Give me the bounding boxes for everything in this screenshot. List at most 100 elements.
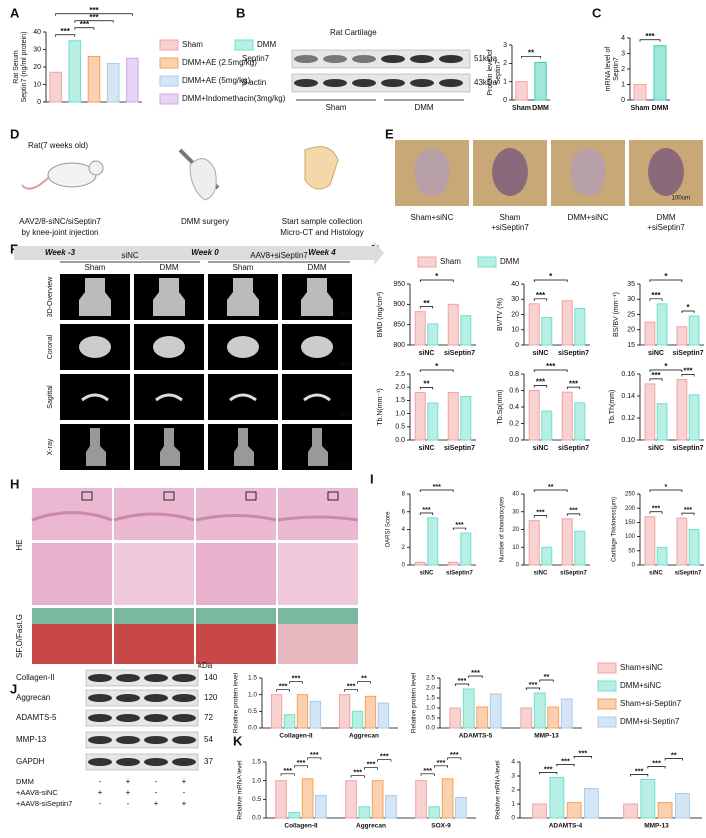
ct-bone (227, 336, 259, 358)
bar (476, 706, 489, 729)
group-label: Sham (326, 103, 347, 112)
y-axis-label: BS/BV (mm⁻¹) (613, 292, 620, 337)
legend-label: Sham+siNC (620, 663, 663, 672)
x-tick-label: Sham (630, 105, 649, 112)
y-tick-label: 0.5 (426, 715, 435, 722)
x-tick-label: siNC (419, 350, 435, 357)
ct-image (208, 374, 278, 420)
y-axis-label: Number of chondrocytes (500, 497, 506, 562)
y-tick-label: 2.0 (426, 685, 435, 692)
y-tick-label: 0.5 (252, 796, 261, 803)
x-tick-label: siSeptin7 (558, 350, 589, 357)
bar (528, 303, 540, 346)
x-tick-label: ADAMTS-4 (549, 823, 583, 830)
x-tick-label: siNC (420, 571, 434, 577)
bar (561, 391, 573, 441)
significance-bracket (533, 298, 548, 301)
y-tick-label: 0 (37, 99, 41, 106)
y-tick-label: 35 (627, 281, 635, 288)
significance-label: *** (536, 291, 546, 300)
bar (560, 698, 573, 729)
y-tick-label: 0.0 (248, 725, 257, 732)
significance-bracket (664, 758, 683, 761)
significance-bracket (447, 757, 462, 760)
bar (574, 530, 586, 566)
significance-label: *** (529, 680, 538, 689)
blot-band (172, 694, 196, 702)
bar (371, 780, 384, 819)
y-tick-label: 0.8 (509, 371, 519, 378)
significance-label: *** (652, 758, 661, 767)
significance-bracket (533, 369, 568, 372)
significance-bracket (454, 683, 470, 686)
significance-bracket (419, 387, 434, 390)
y-axis-label: Relative protein level (411, 672, 418, 733)
legend-label: DMM (257, 40, 276, 49)
bar (385, 795, 397, 819)
y-tick-label: 30 (511, 296, 519, 303)
y-axis-label: Relative protein level (233, 672, 240, 733)
bar (633, 84, 647, 101)
bar (675, 793, 690, 819)
significance-bracket (55, 34, 76, 37)
y-tick-label: 10 (512, 545, 519, 551)
significance-bracket (630, 774, 649, 777)
blot-row-label: ADAMTS-5 (16, 713, 57, 722)
significance-bracket (566, 513, 581, 516)
condition-sign: + (182, 799, 187, 808)
legend-swatch (597, 662, 617, 674)
y-tick-label: 4 (511, 759, 515, 766)
significance-bracket (420, 773, 435, 776)
y-tick-label: 1 (511, 801, 515, 808)
significance-label: * (549, 272, 553, 281)
blot-band (381, 55, 405, 63)
y-tick-label: 30 (33, 46, 41, 53)
bar (414, 391, 426, 441)
blot-band (172, 674, 196, 682)
bar (515, 81, 528, 101)
y-axis-label: BMD (mg/cm³) (377, 292, 384, 338)
x-tick-label: siSeptin7 (558, 445, 589, 452)
blot-band (88, 714, 112, 722)
legend-swatch (597, 716, 617, 728)
blot-band (88, 758, 112, 766)
bar (688, 315, 700, 346)
blot-band (116, 714, 140, 722)
significance-bracket (364, 767, 378, 770)
y-tick-label: 40 (33, 29, 41, 36)
blot-band (410, 79, 434, 87)
y-axis-label: Cartilage Thickness(μm) (612, 497, 618, 562)
bar (126, 57, 139, 103)
ct-image (134, 374, 204, 420)
blot-strip (85, 731, 199, 749)
bar (528, 520, 540, 566)
y-tick-label: 4 (621, 35, 625, 42)
bar (656, 303, 668, 346)
significance-label: *** (652, 506, 660, 513)
x-tick-label: siSeptin7 (560, 571, 587, 577)
significance-label: *** (684, 507, 692, 514)
ct-bone (160, 428, 180, 466)
blot-band (439, 55, 463, 63)
y-tick-label: 1.0 (426, 705, 435, 712)
ct-bone (303, 393, 331, 402)
x-tick-label: siSeptin7 (446, 571, 473, 577)
significance-bracket (639, 39, 661, 42)
safo-top (32, 608, 112, 624)
significance-label: *** (437, 758, 446, 767)
blot-band (172, 714, 196, 722)
y-axis-label: Tb.Th(mm) (609, 390, 616, 425)
bar (270, 694, 283, 729)
unit-label: kDa (198, 661, 213, 670)
blot-row-label: MMP-13 (16, 735, 47, 744)
week-label: Week -3 (45, 248, 76, 257)
blot-strip (85, 689, 199, 707)
significance-bracket (377, 759, 392, 762)
step-label: by knee-joint injection (22, 228, 99, 237)
y-tick-label: 1.0 (395, 410, 405, 417)
bar (534, 61, 547, 101)
row-label: HE (15, 539, 24, 550)
bar (574, 307, 586, 346)
significance-label: ** (548, 484, 554, 491)
significance-label: *** (450, 750, 459, 759)
